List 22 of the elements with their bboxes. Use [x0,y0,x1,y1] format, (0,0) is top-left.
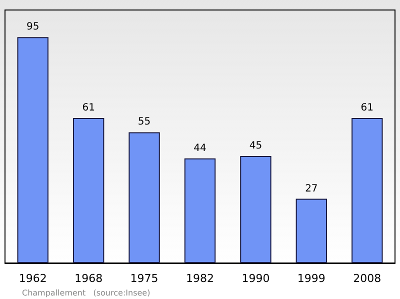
data-label: 44 [194,142,206,154]
data-label: 95 [26,22,40,33]
x-tick-label: 1975 [130,272,158,285]
data-label: 61 [82,102,95,114]
bar [352,118,383,263]
x-tick-label: 2008 [353,272,382,285]
x-tick-label: 1962 [18,272,47,285]
bar [17,37,48,263]
data-label: 27 [305,183,318,194]
data-label: 61 [360,102,374,114]
bar [296,198,328,263]
text: Champallement (source:Insee) [22,288,150,298]
x-tick-label: 1982 [186,272,214,285]
bar [72,118,104,263]
data-label: 55 [138,116,151,128]
x-tick-label: 1968 [74,272,103,285]
data-label: 45 [249,140,262,152]
x-tick-label: 1990 [242,272,270,285]
bar [240,156,272,263]
bar [184,158,216,263]
x-tick-label: 1999 [297,272,326,285]
bar [128,132,160,263]
